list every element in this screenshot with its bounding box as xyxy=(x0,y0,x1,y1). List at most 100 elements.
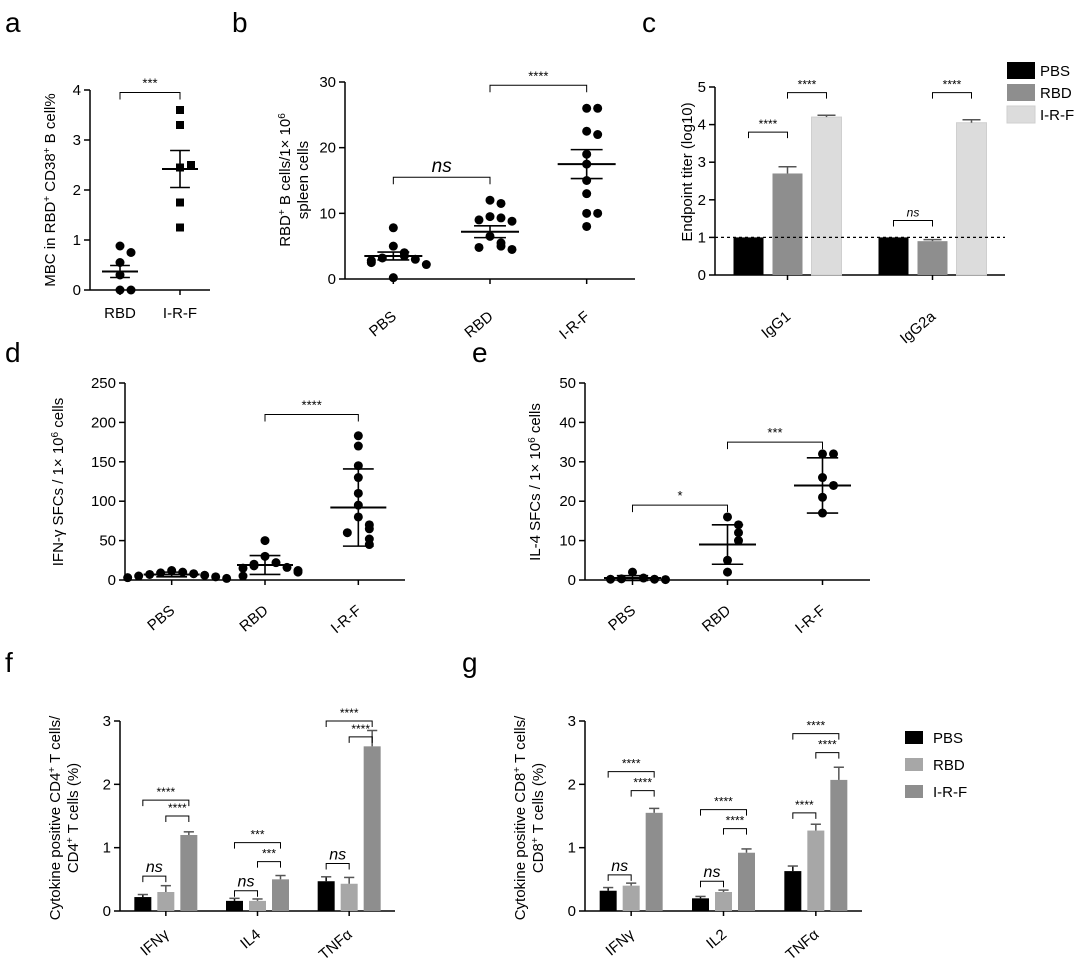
significance-bracket xyxy=(792,812,817,819)
significance-bracket xyxy=(234,890,258,897)
significance-label: **** xyxy=(943,78,962,92)
x-category-label: TNFα xyxy=(316,926,356,962)
y-tick-label: 1 xyxy=(698,229,706,246)
legend-label: PBS xyxy=(1040,63,1070,80)
y-tick-label: 0 xyxy=(568,903,576,920)
significance-bracket xyxy=(727,441,823,450)
bar xyxy=(692,898,709,911)
data-point xyxy=(496,198,506,208)
bar xyxy=(807,830,825,911)
y-tick-label: 40 xyxy=(559,414,576,431)
y-tick-label: 50 xyxy=(559,375,576,392)
y-tick-label: 2 xyxy=(73,182,81,199)
x-category-label: RBD xyxy=(236,602,271,635)
data-point xyxy=(388,241,398,251)
y-tick-label: 10 xyxy=(319,205,336,222)
data-point xyxy=(115,285,125,295)
y-axis-label: IFN-γ SFCs / 1× 106 cells xyxy=(50,398,68,567)
x-category-label: PBS xyxy=(605,602,639,634)
x-category-label: PBS xyxy=(366,308,400,340)
y-axis-label-line-1: Cytokine positive CD4+ T cells/ xyxy=(47,715,65,920)
significance-bracket xyxy=(325,863,350,870)
bar xyxy=(340,883,358,911)
bar xyxy=(738,852,755,911)
y-tick-label: 150 xyxy=(91,454,116,471)
y-axis-label: MBC in RBD+ CD38+ B cell% xyxy=(42,93,60,286)
y-tick-label: 1 xyxy=(103,840,111,857)
bar xyxy=(317,881,335,911)
bar xyxy=(811,116,842,276)
bar xyxy=(622,885,640,911)
chart-e: 0 10 20 30 40 50 PBS RBD I-R-F IL-4 SFCs / 1× 106… xyxy=(527,375,870,637)
y-tick-label: 30 xyxy=(559,454,576,471)
y-tick-label: 30 xyxy=(319,74,336,91)
panel-letter-c: c xyxy=(642,7,656,38)
x-category-label: I-R-F xyxy=(792,602,829,637)
x-category-label: IFNγ xyxy=(603,926,639,960)
y-tick-label: 2 xyxy=(103,776,111,793)
significance-label: *** xyxy=(142,76,157,91)
significance-bracket xyxy=(748,131,788,139)
data-point xyxy=(388,223,398,233)
data-point xyxy=(507,244,517,254)
bar xyxy=(249,900,266,911)
y-tick-label: 10 xyxy=(559,533,576,550)
x-category-label: PBS xyxy=(144,602,178,634)
y-tick-label: 3 xyxy=(73,132,81,149)
x-category-label: I-R-F xyxy=(328,602,365,637)
bar xyxy=(272,879,289,911)
bar xyxy=(226,900,243,911)
significance-bracket xyxy=(792,733,840,740)
chart-a: 0 1 2 3 4 RBD I-R-F MBC in RBD+ CD38+ B cell% **… xyxy=(42,76,210,322)
x-category-label: I-R-F xyxy=(163,305,197,322)
y-axis-label-line-2: spleen cells xyxy=(295,141,312,219)
significance-label: ns xyxy=(329,847,346,864)
panel-a: a 0 1 2 3 4 RBD I-R-F MBC in RBD+ CD38+ B cell%… xyxy=(5,7,210,322)
significance-label: **** xyxy=(622,757,641,771)
data-point xyxy=(661,575,670,585)
x-category-label: IFNγ xyxy=(137,926,173,960)
significance-bracket xyxy=(632,504,728,513)
y-tick-label: 5 xyxy=(698,79,706,96)
data-point xyxy=(366,258,376,268)
data-point xyxy=(126,285,136,295)
data-point xyxy=(606,574,615,584)
bar xyxy=(134,897,152,911)
data-point xyxy=(123,573,133,583)
data-point xyxy=(293,567,303,577)
legend-swatch xyxy=(905,758,923,771)
data-point xyxy=(650,574,659,584)
significance-label: ns xyxy=(432,156,453,177)
significance-bracket xyxy=(932,92,972,99)
y-tick-label: 0 xyxy=(328,271,336,288)
data-point xyxy=(829,449,838,459)
x-category-label: I-R-F xyxy=(556,308,593,343)
significance-label: *** xyxy=(250,828,264,842)
data-point xyxy=(126,248,136,257)
significance-bracket xyxy=(142,799,190,807)
legend-label: PBS xyxy=(933,730,963,747)
x-category-label: RBD xyxy=(699,602,734,635)
y-tick-label: 3 xyxy=(568,713,576,730)
data-point xyxy=(723,512,732,522)
data-point xyxy=(582,221,592,231)
panel-letter-f: f xyxy=(5,647,13,678)
data-point xyxy=(353,461,363,471)
y-tick-label: 0 xyxy=(568,572,576,589)
data-point xyxy=(410,254,420,264)
significance-label: ns xyxy=(611,858,628,875)
data-point xyxy=(222,573,232,583)
significance-label: **** xyxy=(818,738,837,752)
panel-d: d 0 50 100 150 200 250 PBS RBD I-R-F IFN-γ SFCs /… xyxy=(5,337,405,637)
bar xyxy=(784,871,802,911)
legend-label: RBD xyxy=(933,757,965,774)
y-tick-label: 20 xyxy=(559,493,576,510)
data-point xyxy=(734,536,743,546)
legend-swatch xyxy=(905,731,923,744)
bar xyxy=(956,122,987,276)
data-point xyxy=(342,528,352,538)
y-tick-label: 4 xyxy=(73,82,81,99)
significance-bracket xyxy=(489,84,588,93)
